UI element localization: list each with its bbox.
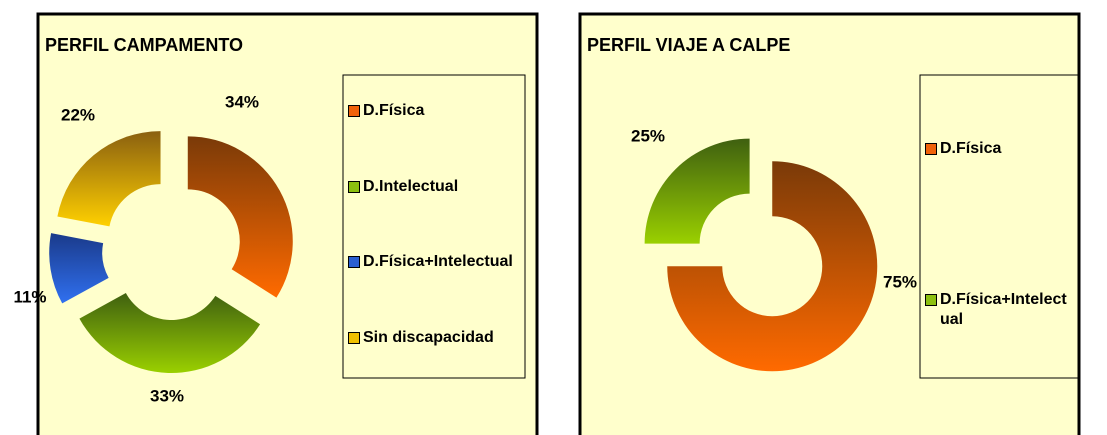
donut-slice (49, 233, 109, 304)
legend-entry: D.Física+Intelectual (348, 252, 518, 272)
legend-label: D.Física+Intelectual (940, 291, 1067, 329)
legend-label: Sin discapacidad (363, 329, 494, 347)
legend-swatch (348, 332, 360, 345)
data-label: 25% (631, 126, 665, 145)
legend-box (919, 74, 1079, 379)
data-label: 22% (61, 105, 95, 124)
legend-entry: D.Física+Intelectual (925, 290, 1071, 330)
chart-title: PERFIL VIAJE A CALPE (587, 35, 790, 55)
legend-entry: Sin discapacidad (348, 328, 518, 348)
legend-swatch (348, 104, 360, 117)
legend-label: D.Física (940, 139, 1002, 157)
donut-slice (667, 161, 878, 372)
legend-label: D.Intelectual (363, 177, 459, 195)
legend-swatch (925, 294, 937, 307)
data-label: 11% (13, 287, 46, 306)
chart-title: PERFIL CAMPAMENTO (45, 35, 243, 55)
donut-slice (644, 138, 750, 244)
legend-entry: D.Física (348, 101, 518, 121)
legend-label: D.Física (363, 101, 425, 119)
legend-swatch (925, 142, 937, 155)
legend-entry: D.Intelectual (348, 177, 518, 197)
data-label: 33% (150, 386, 184, 405)
legend-swatch (348, 180, 360, 193)
donut-slice (57, 131, 161, 227)
legend-swatch (348, 256, 360, 269)
data-label: 75% (883, 272, 917, 291)
legend-box (342, 74, 526, 379)
legend-entry: D.Física (925, 139, 1071, 159)
data-label: 34% (225, 92, 259, 111)
donut-slice (187, 136, 293, 298)
legend-label: D.Física+Intelectual (363, 253, 513, 271)
donut-slice (79, 293, 261, 373)
